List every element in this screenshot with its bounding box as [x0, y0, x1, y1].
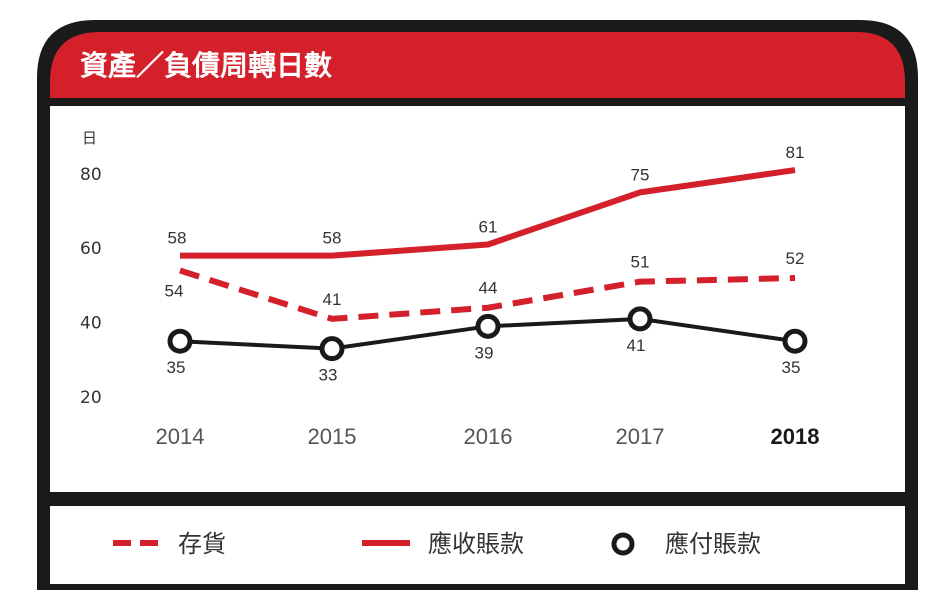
legend-swatch-payables: [611, 532, 635, 556]
data-label-inventory-2016: 44: [479, 279, 498, 298]
data-label-inventory-2017: 51: [631, 253, 650, 272]
data-label-inventory-2014: 54: [165, 282, 184, 301]
payables-point-2014: [167, 328, 193, 354]
y-axis-unit: 日: [82, 129, 97, 147]
legend-panel: [50, 506, 905, 584]
legend-label-inventory: 存貨: [178, 530, 226, 558]
legend-label-receivables: 應收賬款: [428, 530, 524, 558]
x-tick-label-2016: 2016: [464, 424, 513, 449]
plot-panel: [50, 106, 905, 492]
data-label-receivables-2017: 75: [631, 165, 650, 184]
series-line-receivables: [180, 167, 796, 259]
data-label-inventory-2018: 52: [786, 249, 805, 268]
y-tick-label-40: 40: [80, 314, 102, 334]
series-line-inventory: [179, 267, 796, 322]
data-label-receivables-2018: 81: [786, 143, 805, 162]
title-band: [50, 32, 905, 98]
data-label-payables-2015: 33: [319, 366, 338, 385]
payables-point-2015: [319, 336, 345, 362]
x-tick-label-2018: 2018: [771, 424, 820, 449]
data-label-receivables-2015: 58: [323, 229, 342, 248]
x-tick-label-2015: 2015: [308, 424, 357, 449]
x-tick-label-2014: 2014: [156, 424, 205, 449]
payables-point-2016: [475, 313, 501, 339]
data-label-payables-2014: 35: [167, 358, 186, 377]
legend-label-payables: 應付賬款: [665, 530, 761, 558]
y-tick-label-80: 80: [80, 165, 102, 185]
data-label-payables-2016: 39: [475, 343, 494, 362]
data-label-payables-2018: 35: [782, 358, 801, 377]
chart-title: 資產／負債周轉日數: [80, 49, 332, 82]
data-label-receivables-2016: 61: [479, 217, 498, 236]
data-label-inventory-2015: 41: [323, 290, 342, 309]
y-tick-label-60: 60: [80, 239, 102, 259]
payables-point-2017: [627, 306, 653, 332]
data-label-receivables-2014: 58: [168, 229, 187, 248]
x-tick-label-2017: 2017: [616, 424, 665, 449]
data-label-payables-2017: 41: [627, 336, 646, 355]
y-tick-label-20: 20: [80, 388, 102, 408]
payables-point-2018: [782, 328, 808, 354]
